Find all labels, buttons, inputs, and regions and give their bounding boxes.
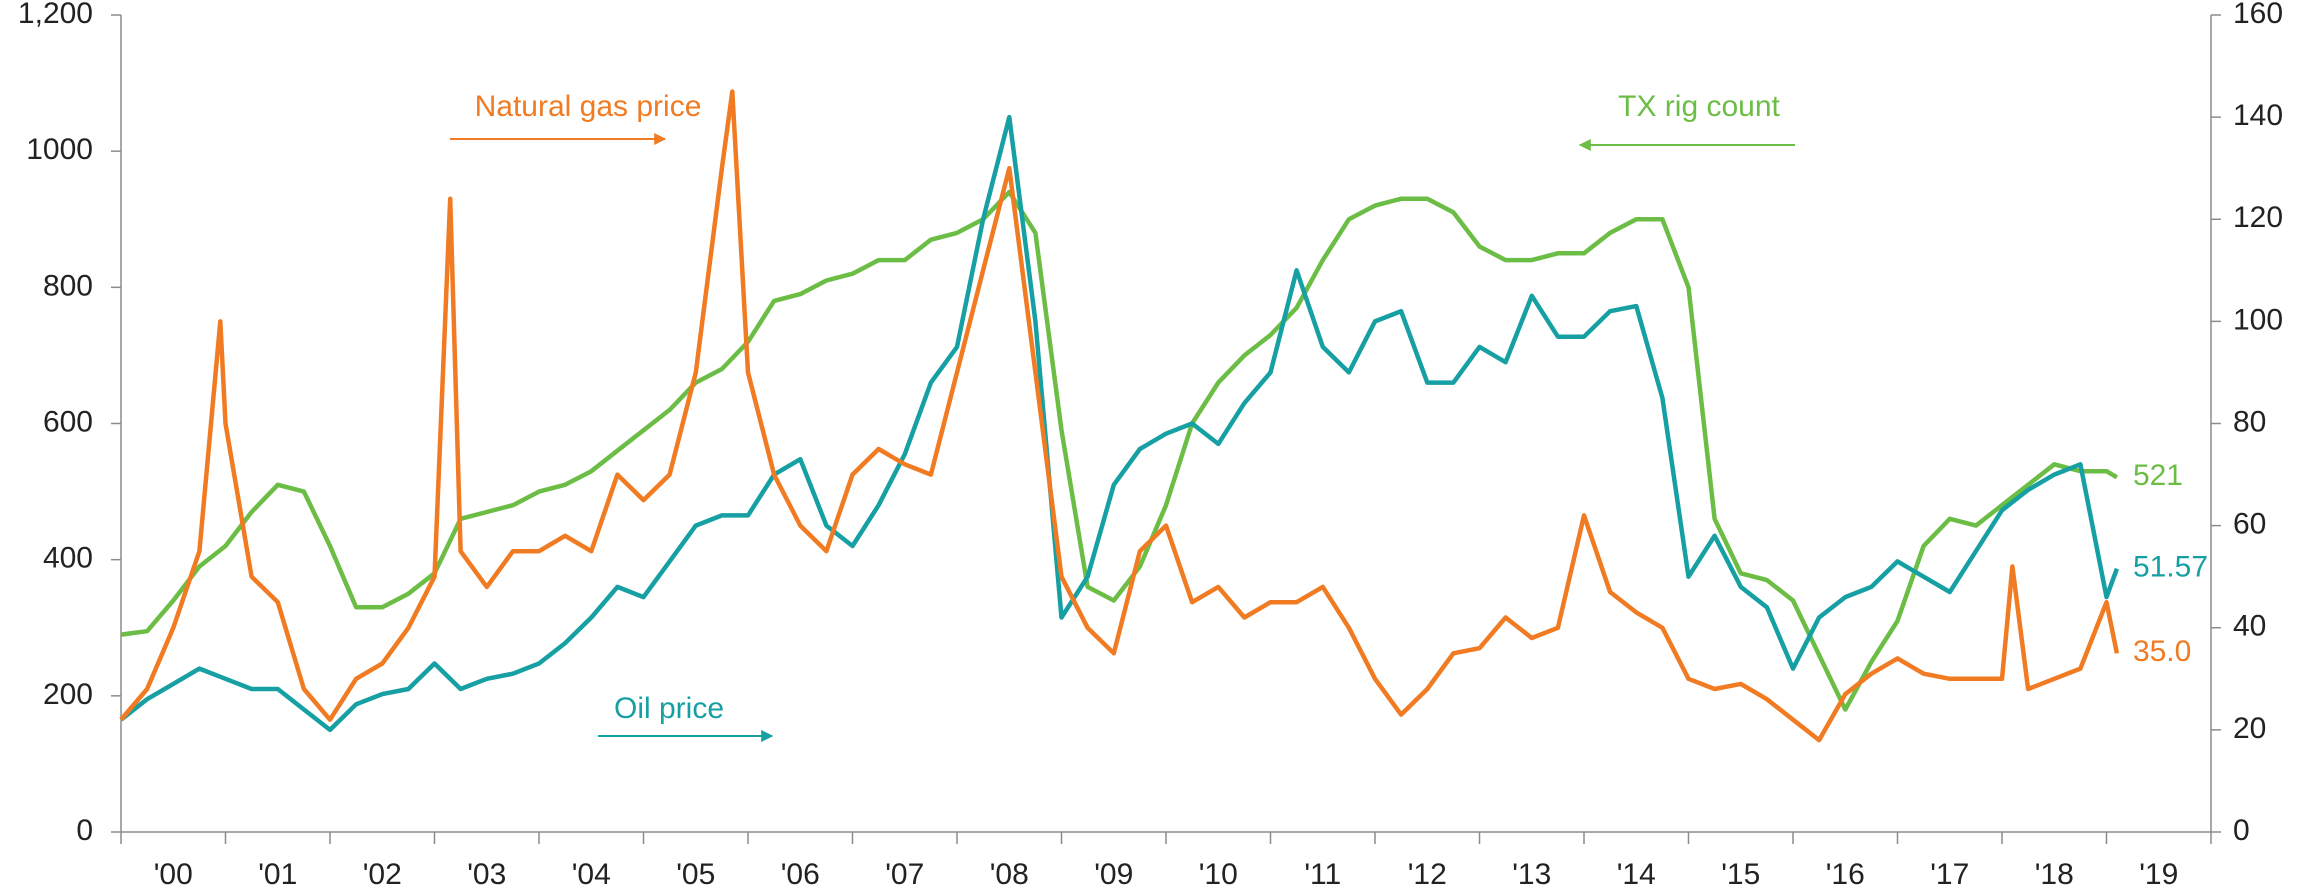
- x-tick-label: '09: [1094, 858, 1133, 891]
- y2-tick-label: 100: [2233, 303, 2283, 336]
- y2-tick-label: 20: [2233, 712, 2266, 745]
- end-value-label: 521: [2133, 459, 2183, 492]
- y2-tick-label: 0: [2233, 814, 2250, 847]
- x-tick-label: '04: [572, 858, 611, 891]
- legend-label: Oil price: [614, 692, 724, 725]
- x-tick-label: '05: [676, 858, 715, 891]
- x-tick-label: '02: [363, 858, 402, 891]
- y2-tick-label: 140: [2233, 99, 2283, 132]
- y-tick-label: 400: [43, 542, 93, 575]
- y-tick-label: 1,200: [18, 0, 93, 30]
- x-tick-label: '00: [154, 858, 193, 891]
- y2-tick-label: 60: [2233, 508, 2266, 541]
- y-tick-label: 800: [43, 269, 93, 302]
- x-tick-label: '16: [1826, 858, 1865, 891]
- x-tick-label: '19: [2139, 858, 2178, 891]
- series-line: [120, 189, 2119, 712]
- y-tick-label: 0: [76, 814, 93, 847]
- x-tick-label: '11: [1304, 858, 1341, 891]
- y-tick-label: 200: [43, 678, 93, 711]
- x-tick-label: '17: [1930, 858, 1969, 891]
- x-tick-label: '07: [885, 858, 924, 891]
- end-value-label: 51.57: [2133, 551, 2208, 584]
- y2-tick-label: 80: [2233, 405, 2266, 438]
- legend-label: TX rig count: [1618, 90, 1780, 123]
- end-value-label: 35.0: [2133, 635, 2191, 668]
- x-tick-label: '14: [1617, 858, 1656, 891]
- y2-tick-label: 120: [2233, 201, 2283, 234]
- series-line: [119, 89, 2120, 743]
- x-tick-label: '03: [467, 858, 506, 891]
- x-tick-label: '18: [2035, 858, 2074, 891]
- x-tick-label: '12: [1408, 858, 1447, 891]
- x-tick-label: '01: [258, 858, 297, 891]
- y2-tick-label: 160: [2233, 0, 2283, 30]
- y-tick-label: 1000: [26, 133, 93, 166]
- series-line: [119, 114, 2120, 733]
- x-tick-label: '08: [990, 858, 1029, 891]
- x-tick-label: '15: [1721, 858, 1760, 891]
- y2-tick-label: 40: [2233, 610, 2266, 643]
- y-tick-label: 600: [43, 405, 93, 438]
- x-tick-label: '06: [781, 858, 820, 891]
- x-tick-label: '10: [1199, 858, 1238, 891]
- x-tick-label: '13: [1512, 858, 1551, 891]
- legend-label: Natural gas price: [475, 90, 702, 123]
